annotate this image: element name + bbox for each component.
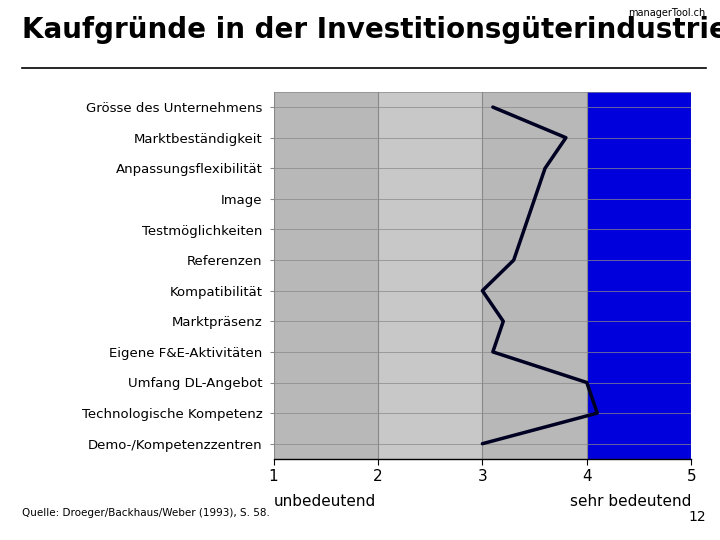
Text: 12: 12 bbox=[688, 510, 706, 524]
Text: Kaufgründe in der Investitionsgüterindustrie: Kaufgründe in der Investitionsgüterindus… bbox=[22, 16, 720, 44]
Text: managerTool.ch: managerTool.ch bbox=[629, 8, 706, 18]
Bar bbox=[482, 92, 587, 459]
Text: unbedeutend: unbedeutend bbox=[274, 494, 376, 509]
Text: Quelle: Droeger/Backhaus/Weber (1993), S. 58.: Quelle: Droeger/Backhaus/Weber (1993), S… bbox=[22, 508, 269, 518]
Text: sehr bedeutend: sehr bedeutend bbox=[570, 494, 691, 509]
Bar bbox=[587, 92, 691, 459]
Bar bbox=[274, 92, 378, 459]
Bar bbox=[378, 92, 482, 459]
